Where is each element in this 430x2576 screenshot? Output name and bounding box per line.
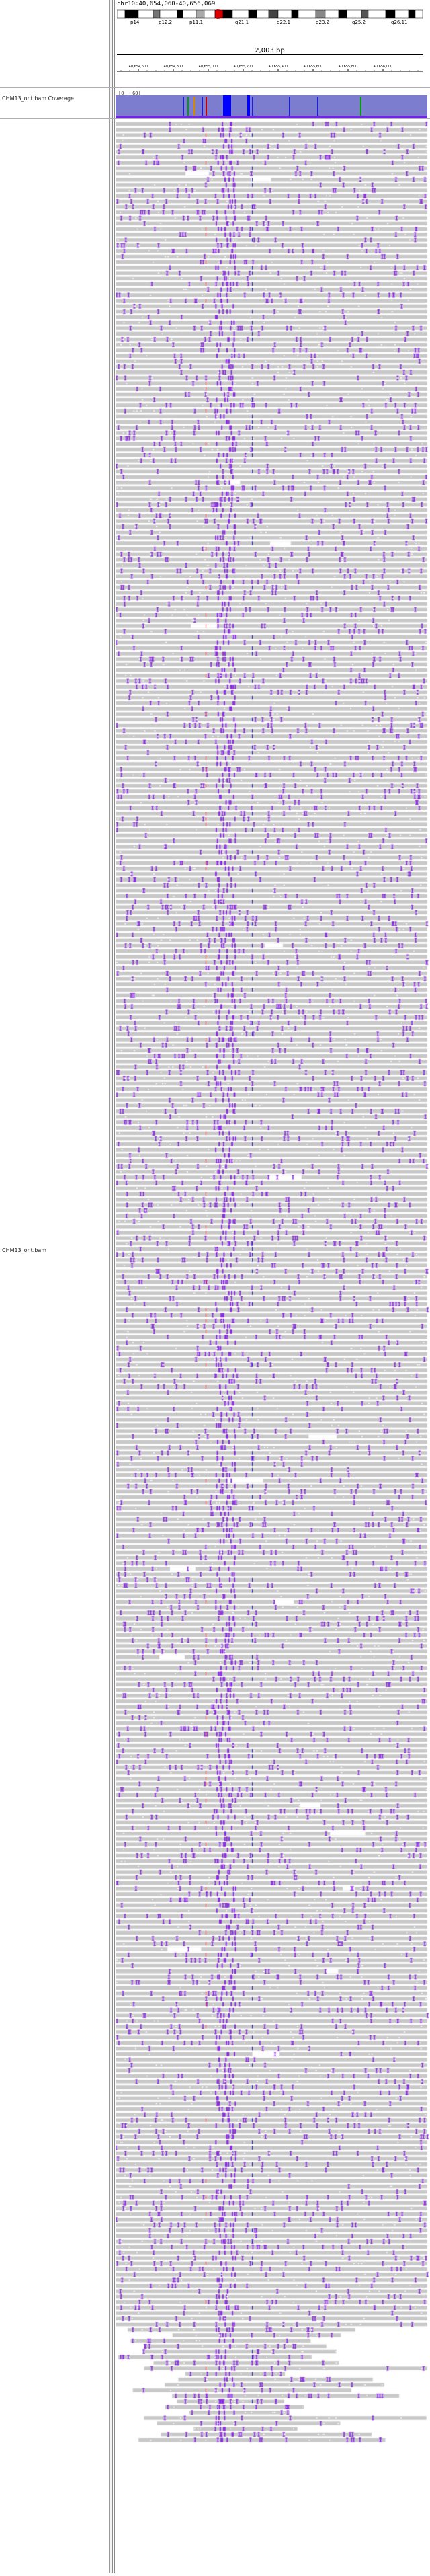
ruler-tick-label: 40,655,000	[199, 65, 218, 69]
band-label: p12.2	[159, 19, 173, 25]
band-label: p14	[130, 19, 140, 25]
coverage-track-label[interactable]: CHM13_ont.bam Coverage	[2, 95, 74, 102]
alignment-track[interactable]	[116, 120, 430, 2573]
ruler-tick-label: 40,655,600	[304, 65, 323, 69]
band-label: q26.11	[391, 19, 408, 25]
locus-text: chr10:40,654,060-40,656,069	[117, 1, 216, 7]
span-indicator: 2,003 bp	[117, 47, 423, 61]
ruler-tick-label: 40,655,400	[269, 65, 288, 69]
ruler-tick-label: 40,654,800	[164, 65, 183, 69]
alignment-track-label[interactable]: CHM13_ont.bam	[2, 1247, 47, 1253]
read-pileup	[116, 120, 430, 2573]
span-line	[117, 54, 423, 55]
position-ruler[interactable]: 40,654,600 40,654,800 40,655,000 40,655,200…	[117, 63, 423, 73]
ruler-header: chr10:40,654,060-40,656,069 p14 p12.2 p11.…	[116, 0, 430, 87]
band-label: q22.1	[277, 19, 291, 25]
attribute-gutter	[110, 0, 113, 2573]
current-region-marker	[216, 9, 220, 19]
band-label: p11.1	[189, 19, 204, 25]
ruler-tick-label: 40,655,200	[234, 65, 253, 69]
coverage-plot	[116, 95, 427, 118]
band-label: q23.2	[316, 19, 330, 25]
ruler-tick-label: 40,656,000	[374, 65, 393, 69]
coverage-range: [0 - 60]	[118, 91, 141, 96]
coverage-track[interactable]: [0 - 60]	[116, 89, 430, 118]
ruler-tick-label: 40,654,600	[129, 65, 148, 69]
ruler-tick-label: 40,655,800	[339, 65, 358, 69]
span-text: 2,003 bp	[255, 47, 285, 54]
header-divider	[0, 87, 430, 88]
scroll-gutter	[113, 0, 115, 2573]
band-label: q25.2	[352, 19, 366, 25]
chromosome-ideogram[interactable]	[117, 9, 423, 19]
coverage-divider	[0, 118, 430, 119]
band-label: q21.1	[235, 19, 249, 25]
track-name-panel: CHM13_ont.bam Coverage CHM13_ont.bam	[0, 0, 110, 2573]
